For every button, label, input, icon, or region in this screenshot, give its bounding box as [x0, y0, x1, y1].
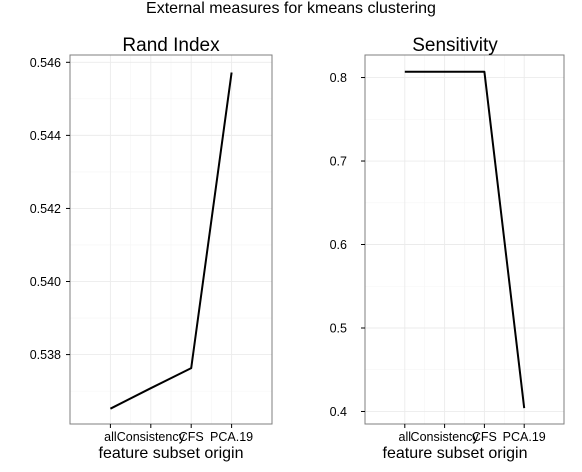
sensitivity-x-tick-label: all — [399, 430, 412, 444]
sensitivity-panel-border — [364, 54, 565, 425]
rand-index-y-tick-label: 0.538 — [30, 348, 61, 362]
rand-index-panel-border — [69, 54, 273, 425]
rand-index-y-tick-label: 0.542 — [30, 202, 61, 216]
sensitivity-x-tick-label: Consistency — [411, 430, 480, 444]
rand-index-y-tick-label: 0.544 — [30, 129, 61, 143]
sensitivity-y-tick-label: 0.5 — [330, 321, 347, 335]
figure-title: External measures for kmeans clustering — [146, 0, 436, 17]
rand-index-y-tick-label: 0.546 — [30, 56, 61, 70]
sensitivity-x-tick-label: CFS — [472, 430, 497, 444]
sensitivity-x-tick-label: PCA.19 — [503, 430, 546, 444]
rand-index-x-tick-label: Consistency — [117, 430, 186, 444]
rand-index-x-tick-label: PCA.19 — [210, 430, 253, 444]
sensitivity-xlabel: feature subset origin — [383, 445, 528, 462]
rand-index-x-tick-label: all — [104, 430, 117, 444]
rand-index-y-tick-label: 0.540 — [30, 275, 61, 289]
sensitivity-y-tick-label: 0.6 — [330, 238, 347, 252]
rand-index-series-line — [109, 72, 233, 410]
rand-index-panel: 0.538 0.540 0.542 0.544 0.546 all ConsistencyC… — [30, 35, 273, 462]
sensitivity-y-tick-label: 0.4 — [330, 405, 347, 419]
sensitivity-y-tick-label: 0.8 — [330, 71, 347, 85]
rand-index-title: Rand Index — [122, 35, 220, 56]
rand-index-x-tick-label: CFS — [179, 430, 204, 444]
sensitivity-title: Sensitivity — [412, 35, 498, 56]
rand-index-xlabel: feature subset origin — [99, 445, 244, 462]
sensitivity-series-line — [404, 70, 526, 409]
sensitivity-y-tick-label: 0.7 — [330, 155, 347, 169]
